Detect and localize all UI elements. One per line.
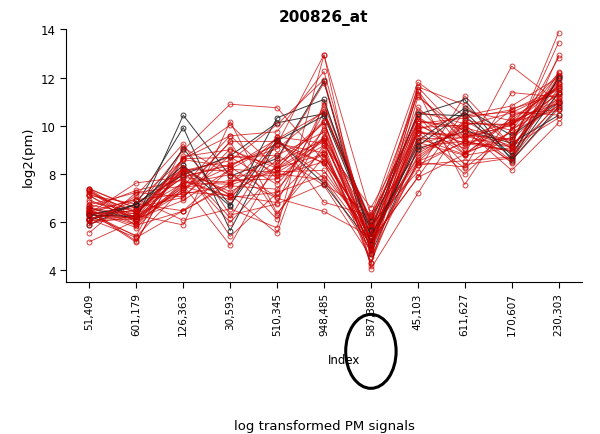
Title: 200826_at: 200826_at [279,10,369,26]
Y-axis label: log2(pm): log2(pm) [22,126,35,187]
Text: Index: Index [328,353,361,366]
Text: log transformed PM signals: log transformed PM signals [233,419,415,432]
